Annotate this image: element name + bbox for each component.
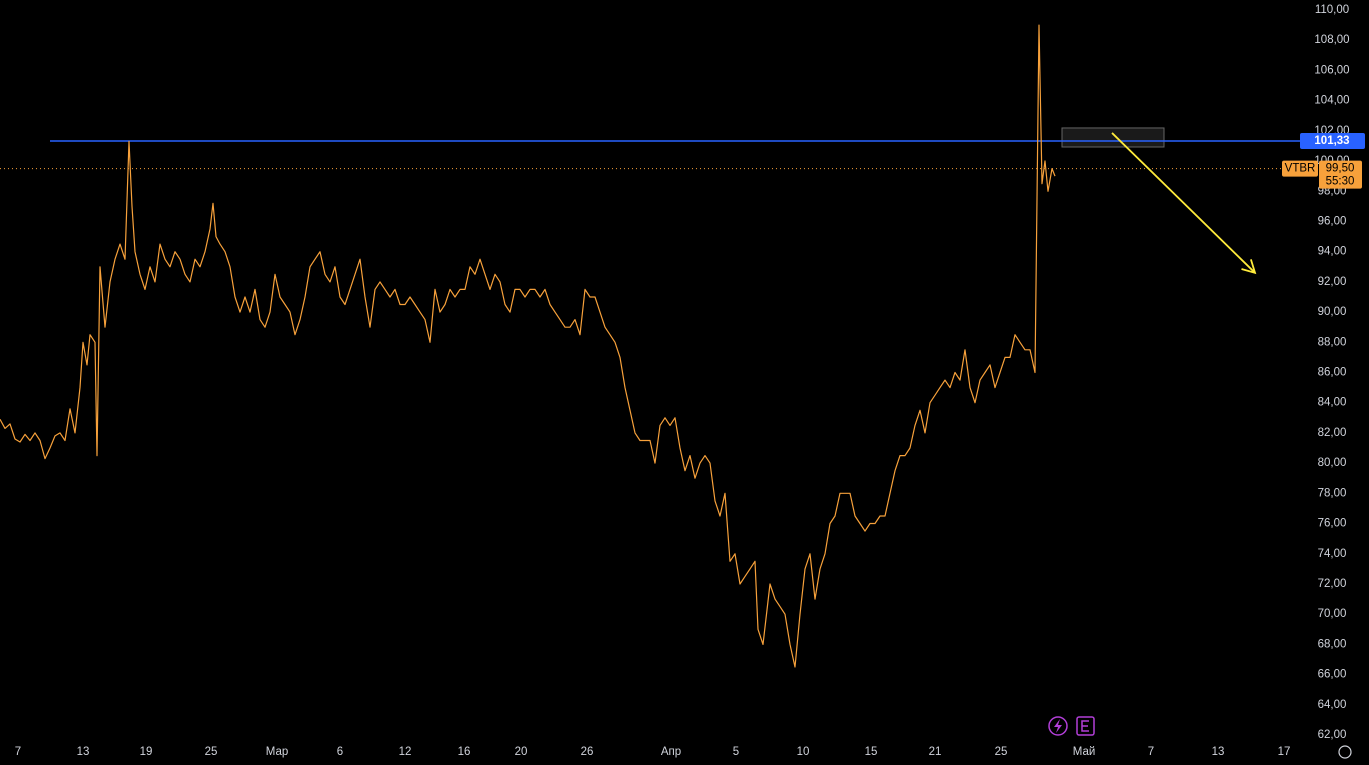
symbol-box — [1282, 160, 1318, 177]
y-tick-label: 88,00 — [1318, 336, 1347, 348]
y-tick-label: 94,00 — [1318, 246, 1347, 258]
rectangle-annotation — [1061, 127, 1165, 148]
y-tick-label: 82,00 — [1318, 427, 1347, 439]
y-tick-label: 72,00 — [1318, 578, 1347, 590]
x-tick-label: 20 — [515, 746, 528, 758]
hline-label: 101,33 — [1314, 135, 1349, 147]
y-tick-label: 64,00 — [1318, 699, 1347, 711]
earnings-icon[interactable] — [1076, 716, 1095, 736]
price-line — [0, 24, 1056, 668]
earnings-glyph — [1081, 720, 1089, 732]
arrow-head — [1241, 259, 1257, 275]
x-tick-label: 10 — [797, 746, 810, 758]
lightning-icon[interactable] — [1048, 716, 1068, 736]
last-price-box — [1319, 160, 1362, 189]
x-tick-label: 7 — [15, 746, 21, 758]
x-tick-label: Мар — [266, 746, 289, 758]
y-tick-label: 62,00 — [1318, 729, 1347, 741]
x-tick-label: 13 — [77, 746, 90, 758]
arrow-shaft — [1111, 132, 1256, 274]
x-tick-label: 5 — [733, 746, 739, 758]
x-tick-label: 16 — [458, 746, 471, 758]
y-tick-label: 68,00 — [1318, 638, 1347, 650]
y-tick-label: 104,00 — [1314, 95, 1349, 107]
x-tick-label: 21 — [929, 746, 942, 758]
x-tick-label: 17 — [1278, 746, 1291, 758]
y-tick-label: 92,00 — [1318, 276, 1347, 288]
y-tick-label: 110,00 — [1315, 4, 1349, 16]
x-tick-label: Май — [1073, 746, 1096, 758]
x-tick-label: 6 — [337, 746, 343, 758]
countdown-label: 55:30 — [1326, 176, 1355, 188]
y-tick-label: 96,00 — [1318, 215, 1347, 227]
y-tick-label: 74,00 — [1318, 548, 1347, 560]
x-tick-label: 25 — [995, 746, 1008, 758]
x-tick-label: 15 — [865, 746, 878, 758]
y-tick-label: 108,00 — [1314, 34, 1349, 46]
x-tick-label: 7 — [1148, 746, 1154, 758]
hline-label-box — [1300, 132, 1365, 149]
y-tick-label: 80,00 — [1318, 457, 1347, 469]
y-tick-label: 78,00 — [1318, 487, 1347, 499]
x-tick-label: 26 — [581, 746, 594, 758]
lightning-glyph — [1054, 719, 1062, 733]
x-tick-label: 12 — [399, 746, 412, 758]
settings-icon[interactable] — [1338, 745, 1352, 759]
event-icons — [1048, 716, 1095, 736]
y-tick-label: 86,00 — [1318, 367, 1347, 379]
y-tick-label: 106,00 — [1314, 64, 1349, 76]
x-tick-label: Апр — [661, 746, 681, 758]
y-tick-label: 90,00 — [1318, 306, 1347, 318]
x-tick-label: 19 — [140, 746, 153, 758]
last-price-label: 99,50 — [1326, 163, 1355, 175]
x-tick-label: 25 — [205, 746, 218, 758]
symbol-label: VTBR — [1285, 163, 1316, 175]
x-tick-label: 13 — [1212, 746, 1225, 758]
y-tick-label: 84,00 — [1318, 397, 1347, 409]
y-tick-label: 66,00 — [1318, 669, 1347, 681]
y-tick-label: 70,00 — [1318, 608, 1347, 620]
y-tick-label: 76,00 — [1318, 518, 1347, 530]
